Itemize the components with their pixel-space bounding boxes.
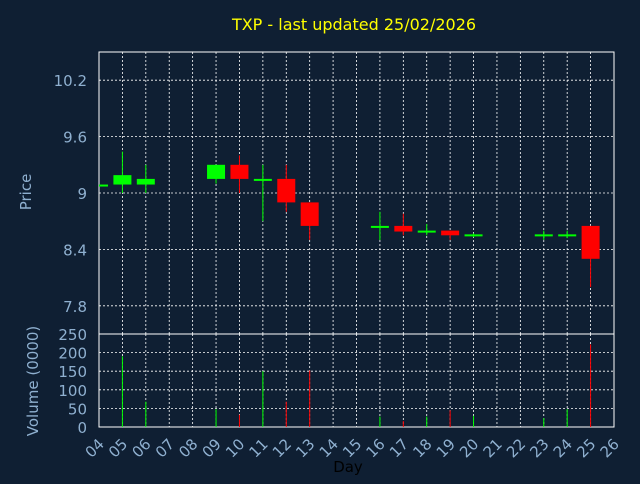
volume-tick-label: 150: [58, 363, 87, 381]
candle-body: [300, 202, 319, 226]
candle-body: [534, 234, 553, 237]
price-tick-label: 10.2: [54, 72, 87, 90]
volume-tick-label: 0: [77, 419, 87, 437]
price-tick-label: 9: [77, 185, 87, 203]
volume-tick-label: 50: [68, 400, 87, 418]
day-tick-labels: 0405060708091011121314151617181920212223…: [82, 435, 623, 461]
volume-tick-label: 250: [58, 326, 87, 344]
candle-body: [581, 225, 600, 259]
volume-axis-label: Volume (0000): [24, 326, 42, 436]
candle-body: [136, 178, 155, 185]
volume-tick-label: 200: [58, 345, 87, 363]
price-axis-label: Price: [17, 174, 35, 211]
candle-body: [207, 164, 226, 179]
price-tick-labels: 7.8 8.4 9 9.6 10.2: [54, 72, 87, 316]
candle-body: [558, 234, 577, 237]
candle-body: [370, 225, 389, 228]
chart-title: TXP - last updated 25/02/2026: [231, 15, 476, 34]
volume-tick-label: 100: [58, 382, 87, 400]
price-tick-label: 9.6: [63, 129, 87, 147]
candle-body: [113, 175, 132, 185]
candlesticks: [99, 151, 600, 287]
candle-body: [394, 225, 413, 232]
candle-body: [277, 178, 296, 203]
price-tick-label: 7.8: [63, 298, 87, 316]
price-tick-label: 8.4: [63, 241, 87, 259]
candle-body: [230, 164, 249, 179]
candle-body: [464, 234, 483, 237]
candle-body: [417, 230, 436, 233]
price-grid: [99, 52, 614, 334]
volume-bars: [121, 344, 592, 427]
candle-body: [253, 178, 272, 181]
candle-body: [441, 230, 460, 236]
x-axis-label: Day: [333, 458, 363, 476]
candle-body: [99, 184, 108, 187]
